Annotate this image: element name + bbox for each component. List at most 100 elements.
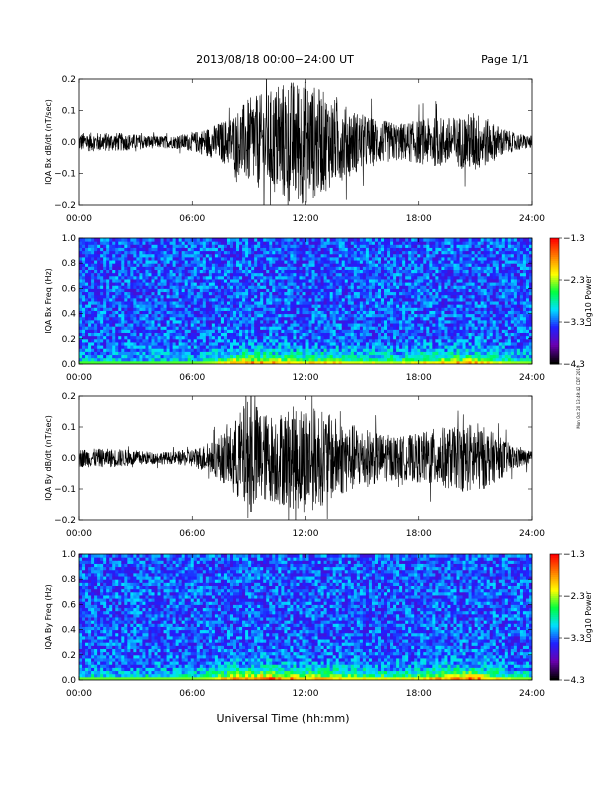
- heatmap-cell: [390, 329, 394, 333]
- heatmap-cell: [420, 310, 424, 314]
- heatmap-cell: [194, 266, 198, 270]
- heatmap-cell: [230, 292, 234, 296]
- heatmap-cell: [309, 292, 313, 296]
- heatmap-cell: [245, 295, 249, 299]
- heatmap-cell: [375, 314, 379, 318]
- heatmap-cell: [384, 336, 388, 340]
- heatmap-cell: [85, 317, 89, 321]
- heatmap-cell: [287, 301, 291, 305]
- heatmap-cell: [435, 288, 439, 292]
- heatmap-cell: [444, 257, 448, 261]
- heatmap-cell: [245, 270, 249, 274]
- heatmap-cell: [221, 329, 225, 333]
- heatmap-cell: [375, 247, 379, 251]
- heatmap-cell: [269, 273, 273, 277]
- heatmap-cell: [148, 288, 152, 292]
- heatmap-cell: [384, 251, 388, 255]
- heatmap-cell: [127, 295, 131, 299]
- heatmap-cell: [432, 304, 436, 308]
- heatmap-cell: [218, 336, 222, 340]
- heatmap-cell: [260, 263, 264, 267]
- heatmap-cell: [170, 254, 174, 258]
- heatmap-cell: [284, 345, 288, 349]
- heatmap-cell: [363, 251, 367, 255]
- heatmap-cell: [423, 270, 427, 274]
- heatmap-cell: [372, 295, 376, 299]
- heatmap-cell: [272, 329, 276, 333]
- heatmap-cell: [399, 270, 403, 274]
- heatmap-cell: [402, 317, 406, 321]
- heatmap-cell: [227, 254, 231, 258]
- heatmap-cell: [363, 320, 367, 324]
- heatmap-cell: [112, 307, 116, 311]
- heatmap-cell: [239, 241, 243, 245]
- heatmap-cell: [372, 329, 376, 333]
- heatmap-cell: [139, 310, 143, 314]
- heatmap-cell: [109, 263, 113, 267]
- heatmap-cell: [161, 320, 165, 324]
- heatmap-cell: [438, 282, 442, 286]
- heatmap-cell: [324, 351, 328, 355]
- heatmap-cell: [257, 254, 261, 258]
- heatmap-cell: [82, 333, 86, 337]
- heatmap-cell: [209, 257, 213, 261]
- heatmap-cell: [176, 285, 180, 289]
- heatmap-cell: [206, 279, 210, 283]
- heatmap-cell: [302, 263, 306, 267]
- heatmap-cell: [206, 329, 210, 333]
- heatmap-cell: [233, 247, 237, 251]
- heatmap-cell: [405, 288, 409, 292]
- heatmap-cell: [450, 339, 454, 343]
- heatmap-cell: [360, 320, 364, 324]
- heatmap-cell: [88, 254, 92, 258]
- heatmap-cell: [269, 323, 273, 327]
- heatmap-cell: [339, 323, 343, 327]
- heatmap-cell: [272, 270, 276, 274]
- heatmap-cell: [121, 307, 125, 311]
- heatmap-cell: [233, 241, 237, 245]
- heatmap-cell: [339, 270, 343, 274]
- heatmap-cell: [429, 285, 433, 289]
- heatmap-cell: [257, 348, 261, 352]
- heatmap-cell: [112, 244, 116, 248]
- heatmap-cell: [302, 329, 306, 333]
- heatmap-cell: [414, 355, 418, 359]
- heatmap-cell: [209, 301, 213, 305]
- heatmap-cell: [212, 326, 216, 330]
- heatmap-cell: [191, 298, 195, 302]
- heatmap-cell: [309, 317, 313, 321]
- heatmap-cell: [438, 247, 442, 251]
- heatmap-cell: [188, 320, 192, 324]
- heatmap-cell: [339, 351, 343, 355]
- heatmap-cell: [393, 251, 397, 255]
- heatmap-cell: [194, 276, 198, 280]
- heatmap-cell: [354, 238, 358, 242]
- heatmap-cell: [251, 263, 255, 267]
- heatmap-cell: [272, 257, 276, 261]
- heatmap-cell: [366, 295, 370, 299]
- heatmap-cell: [221, 358, 225, 362]
- heatmap-cell: [115, 320, 119, 324]
- heatmap-cell: [82, 314, 86, 318]
- heatmap-cell: [327, 301, 331, 305]
- heatmap-cell: [257, 358, 261, 362]
- heatmap-cell: [191, 276, 195, 280]
- heatmap-cell: [399, 285, 403, 289]
- heatmap-cell: [97, 285, 101, 289]
- heatmap-cell: [357, 351, 361, 355]
- heatmap-cell: [251, 358, 255, 362]
- heatmap-cell: [206, 310, 210, 314]
- heatmap-cell: [182, 270, 186, 274]
- heatmap-cell: [239, 342, 243, 346]
- heatmap-cell: [82, 288, 86, 292]
- heatmap-cell: [330, 244, 334, 248]
- heatmap-cell: [351, 355, 355, 359]
- heatmap-cell: [145, 301, 149, 305]
- heatmap-cell: [272, 247, 276, 251]
- heatmap-cell: [118, 336, 122, 340]
- heatmap-cell: [257, 263, 261, 267]
- heatmap-cell: [315, 339, 319, 343]
- heatmap-cell: [179, 285, 183, 289]
- heatmap-cell: [254, 336, 258, 340]
- heatmap-cell: [191, 244, 195, 248]
